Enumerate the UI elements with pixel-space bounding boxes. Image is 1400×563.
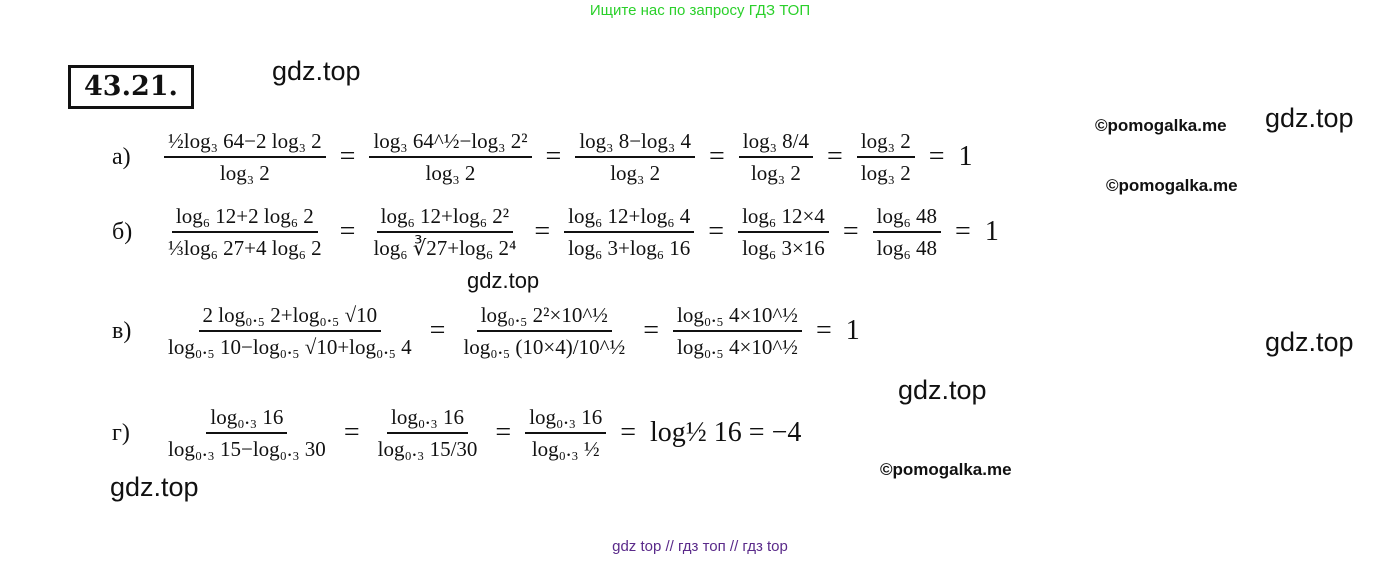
- fraction: log₆ 12+log₆ 4 log₆ 3+log₆ 16: [564, 201, 695, 263]
- fraction: log₆ 12+2 log₆ 2 ⅓log₆ 27+4 log₆ 2: [164, 201, 326, 263]
- denominator: log₀.₃ ½: [531, 437, 600, 461]
- result: 1: [958, 141, 973, 172]
- row-label: а): [112, 143, 131, 170]
- denominator: log₆ 3×16: [742, 236, 825, 260]
- result: 1: [984, 216, 999, 247]
- numerator: log₀.₅ 4×10^½: [673, 300, 802, 332]
- result: 1: [845, 315, 860, 346]
- numerator: log₆ 12+log₆ 2²: [376, 201, 514, 233]
- fraction: log₃ 64^½−log₃ 2² log₃ 2: [369, 126, 532, 188]
- fraction: log₆ 12×4 log₆ 3×16: [738, 201, 829, 263]
- solution-row-g: г) log₀.₃ 16 log₀.₃ 15−log₀.₃ 30 = log₀.₃ …: [112, 402, 801, 464]
- numerator: log₃ 8−log₃ 4: [575, 126, 695, 158]
- numerator: log₃ 2: [856, 126, 915, 158]
- denominator: log₀.₅ 4×10^½: [677, 335, 798, 359]
- denominator: log₆ 48: [876, 236, 938, 260]
- fraction: log₃ 8−log₃ 4 log₃ 2: [575, 126, 695, 188]
- numerator: log₀.₃ 16: [387, 402, 468, 434]
- denominator: log₃ 2: [750, 161, 801, 185]
- watermark-pomogalka: ©pomogalka.me: [880, 460, 1012, 479]
- numerator: 2 log₀.₅ 2+log₀.₅ √10: [198, 300, 382, 332]
- watermark-gdz: gdz.top: [272, 56, 361, 86]
- numerator: log₆ 12×4: [738, 201, 829, 233]
- numerator: log₆ 48: [872, 201, 942, 233]
- denominator: log₀.₅ (10×4)/10^½: [463, 335, 626, 359]
- numerator: log₀.₅ 2²×10^½: [476, 300, 612, 332]
- numerator: log₃ 64^½−log₃ 2²: [369, 126, 532, 158]
- row-label: в): [112, 317, 132, 344]
- fraction: log₀.₃ 16 log₀.₃ 15−log₀.₃ 30: [164, 402, 330, 464]
- denominator: log₆ ∛27+log₆ 2⁴: [373, 236, 517, 260]
- denominator: log₀.₃ 15−log₀.₃ 30: [168, 437, 326, 461]
- fraction: log₀.₃ 16 log₀.₃ 15/30: [374, 402, 482, 464]
- watermark-gdz: gdz.top: [1265, 103, 1354, 133]
- numerator: log₀.₃ 16: [525, 402, 607, 434]
- fraction: log₃ 8/4 log₃ 2: [738, 126, 814, 188]
- result: log½ 16 = −4: [650, 417, 802, 448]
- denominator: log₃ 2: [425, 161, 476, 185]
- numerator: log₀.₃ 16: [206, 402, 288, 434]
- fraction: log₀.₅ 4×10^½ log₀.₅ 4×10^½: [673, 300, 802, 362]
- watermark-gdz: gdz.top: [110, 472, 199, 502]
- numerator: log₃ 8/4: [738, 126, 814, 158]
- row-label: г): [112, 419, 130, 446]
- numerator: log₆ 12+2 log₆ 2: [171, 201, 318, 233]
- solution-row-b: б) log₆ 12+2 log₆ 2 ⅓log₆ 27+4 log₆ 2 = lo…: [112, 201, 999, 263]
- solution-row-a: а) ½log₃ 64−2 log₃ 2 log₃ 2 = log₃ 64^½−lo…: [112, 126, 973, 188]
- denominator: log₃ 2: [860, 161, 911, 185]
- search-hint-link[interactable]: Ищите нас по запросу ГДЗ ТОП: [589, 2, 811, 19]
- fraction: log₃ 2 log₃ 2: [856, 126, 915, 188]
- fraction: ½log₃ 64−2 log₃ 2 log₃ 2: [164, 126, 326, 188]
- denominator: log₆ 3+log₆ 16: [568, 236, 691, 260]
- watermark-gdz: gdz.top: [898, 375, 987, 405]
- denominator: log₀.₅ 10−log₀.₅ √10+log₀.₅ 4: [168, 335, 412, 359]
- footer-links[interactable]: gdz top // гдз топ // гдз top: [612, 538, 788, 555]
- watermark-pomogalka: ©pomogalka.me: [1095, 116, 1227, 135]
- watermark-gdz: gdz.top: [1265, 327, 1354, 357]
- denominator: log₀.₃ 15/30: [377, 437, 478, 461]
- fraction: log₀.₅ 2²×10^½ log₀.₅ (10×4)/10^½: [459, 300, 629, 362]
- denominator: log₃ 2: [219, 161, 270, 185]
- numerator: log₆ 12+log₆ 4: [564, 201, 695, 233]
- problem-number: 43.21.: [68, 65, 194, 109]
- fraction: log₆ 12+log₆ 2² log₆ ∛27+log₆ 2⁴: [369, 201, 520, 263]
- fraction: log₀.₃ 16 log₀.₃ ½: [525, 402, 607, 464]
- numerator: ½log₃ 64−2 log₃ 2: [164, 126, 326, 158]
- solution-row-v: в) 2 log₀.₅ 2+log₀.₅ √10 log₀.₅ 10−log₀.₅…: [112, 300, 860, 362]
- denominator: log₃ 2: [610, 161, 661, 185]
- fraction: 2 log₀.₅ 2+log₀.₅ √10 log₀.₅ 10−log₀.₅ √1…: [164, 300, 416, 362]
- row-label: б): [112, 218, 133, 245]
- watermark-pomogalka: ©pomogalka.me: [1106, 176, 1238, 195]
- fraction: log₆ 48 log₆ 48: [872, 201, 942, 263]
- denominator: ⅓log₆ 27+4 log₆ 2: [168, 236, 322, 260]
- watermark-gdz: gdz.top: [467, 268, 540, 293]
